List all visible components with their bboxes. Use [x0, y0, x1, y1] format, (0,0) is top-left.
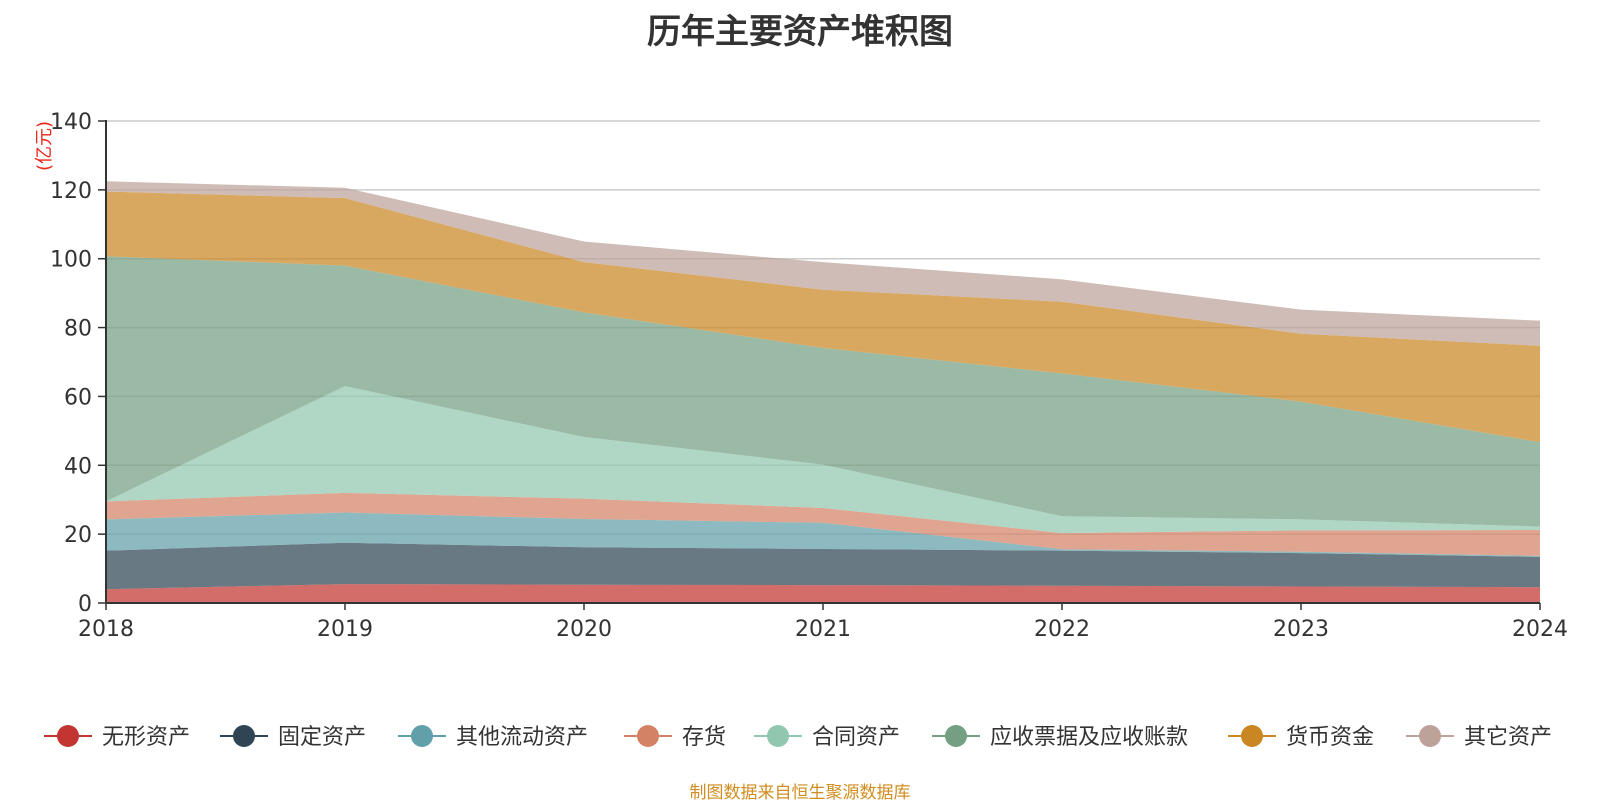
axes: 0 20 40 60 80 100 120 140 2018 2019 2020 2021 2022 20… — [34, 110, 1568, 642]
x-tick-label: 2023 — [1273, 617, 1329, 642]
y-tick-label: 0 — [78, 592, 92, 617]
legend-label: 货币资金 — [1286, 725, 1374, 750]
legend-item-3[interactable]: 其他流动资产 — [398, 725, 588, 750]
legend-marker — [233, 725, 255, 747]
area-series-1[interactable] — [106, 584, 1540, 603]
y-axis-unit: (亿元) — [34, 121, 55, 171]
area-series-5[interactable] — [106, 386, 1540, 534]
chart-title: 历年主要资产堆积图 — [647, 12, 953, 52]
source-note: 制图数据来自恒生聚源数据库 — [689, 783, 911, 803]
x-tick-label: 2018 — [78, 617, 134, 642]
legend-item-6[interactable]: 应收票据及应收账款 — [932, 725, 1188, 750]
legend-item-1[interactable]: 无形资产 — [44, 725, 190, 750]
area-series-3[interactable] — [106, 512, 1540, 557]
legend-label: 存货 — [682, 725, 726, 750]
legend-marker — [637, 725, 659, 747]
legend-marker — [945, 725, 967, 747]
x-tick-label: 2021 — [795, 617, 851, 642]
area-series-6[interactable] — [106, 256, 1540, 527]
legend-marker — [767, 725, 789, 747]
legend-item-7[interactable]: 货币资金 — [1228, 725, 1374, 750]
legend-label: 固定资产 — [278, 725, 366, 750]
x-tick-label: 2024 — [1512, 617, 1568, 642]
y-tick-label: 40 — [64, 454, 92, 479]
y-tick-label: 140 — [50, 110, 92, 135]
legend: 无形资产 固定资产 其他流动资产 存货 合同资产 应收票据及应收账款 货币资金 其它资产 — [44, 725, 1552, 750]
area-series-4[interactable] — [106, 492, 1540, 556]
area-series-7[interactable] — [106, 191, 1540, 443]
legend-label: 其他流动资产 — [456, 725, 588, 750]
legend-marker — [411, 725, 433, 747]
legend-label: 应收票据及应收账款 — [990, 725, 1188, 750]
stacked-areas — [106, 181, 1540, 603]
legend-item-5[interactable]: 合同资产 — [754, 725, 900, 750]
legend-label: 合同资产 — [812, 725, 900, 750]
area-series-2[interactable] — [106, 542, 1540, 590]
legend-label: 无形资产 — [102, 725, 190, 750]
y-tick-label: 80 — [64, 317, 92, 342]
area-series-8[interactable] — [106, 181, 1540, 346]
y-tick-label: 20 — [64, 523, 92, 548]
legend-marker — [57, 725, 79, 747]
legend-marker — [1419, 725, 1441, 747]
y-tick-label: 60 — [64, 385, 92, 410]
x-tick-label: 2019 — [317, 617, 373, 642]
legend-item-2[interactable]: 固定资产 — [220, 725, 366, 750]
y-tick-label: 120 — [50, 179, 92, 204]
x-tick-label: 2022 — [1034, 617, 1090, 642]
legend-marker — [1241, 725, 1263, 747]
x-tick-label: 2020 — [556, 617, 612, 642]
legend-item-4[interactable]: 存货 — [624, 725, 726, 750]
y-tick-label: 100 — [50, 248, 92, 273]
legend-item-8[interactable]: 其它资产 — [1406, 725, 1552, 750]
legend-label: 其它资产 — [1464, 725, 1552, 750]
